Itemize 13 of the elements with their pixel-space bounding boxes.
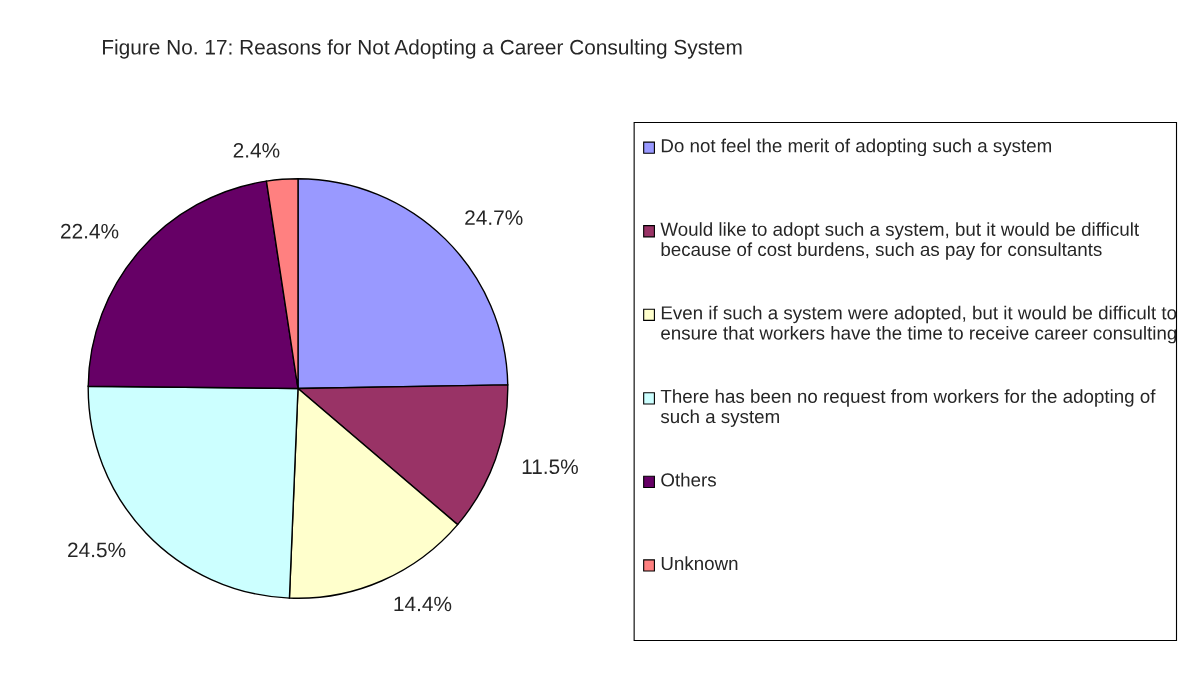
- data-label: 24.5%: [68, 542, 126, 558]
- legend-label: Do not feel the merit of adopting such a system: [661, 138, 1051, 157]
- data-label: 2.4%: [233, 142, 280, 158]
- chart-title: Figure No. 17: Reasons for Not Adopting a Career Consulting System: [103, 39, 742, 59]
- legend-label: Unknown: [661, 556, 738, 571]
- data-label: 14.4%: [394, 596, 452, 612]
- legend-label: Others: [661, 472, 716, 487]
- legend-label: Would like to adopt such a system, but it would be difficult because of cost burdens, such as pay for consultants: [660, 222, 1139, 260]
- data-label: 11.5%: [522, 459, 578, 475]
- data-label: 22.4%: [61, 223, 119, 239]
- legend-label: Even if such a system were adopted, but it would be difficult to ensure that workers have the time to receive career consulting: [661, 305, 1177, 344]
- legend-label: There has been no request from workers for the adopting of such a system: [660, 389, 1156, 427]
- data-label: 24.7%: [465, 210, 523, 225]
